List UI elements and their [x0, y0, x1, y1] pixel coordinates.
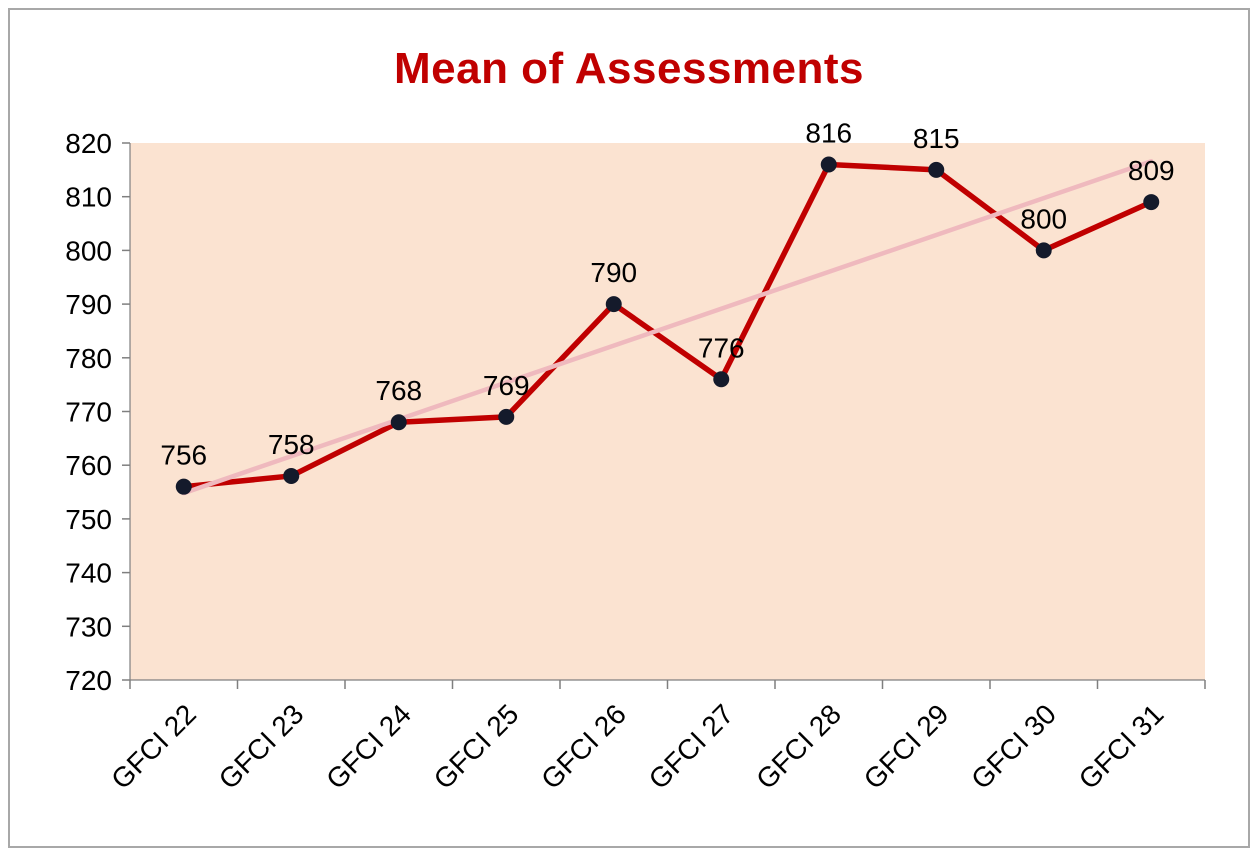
y-axis-tick-label: 720 — [65, 665, 112, 696]
y-axis-tick-label: 810 — [65, 182, 112, 213]
data-point-marker — [820, 156, 837, 173]
data-point-marker — [283, 467, 300, 484]
y-axis-tick-label: 760 — [65, 450, 112, 481]
trendline — [181, 159, 1154, 496]
data-label: 768 — [375, 375, 422, 406]
data-point-marker — [390, 414, 407, 431]
x-axis-category-label: GFCI 25 — [428, 698, 525, 795]
x-axis-category-label: GFCI 29 — [858, 698, 955, 795]
data-label: 809 — [1128, 155, 1175, 186]
y-axis-tick-label: 820 — [65, 128, 112, 159]
data-point-marker — [175, 478, 192, 495]
x-axis-category-label: GFCI 23 — [213, 698, 310, 795]
series-line — [181, 161, 1154, 490]
x-axis-category-label: GFCI 27 — [643, 698, 740, 795]
plot-area — [130, 143, 1205, 680]
y-axis-tick-label: 730 — [65, 611, 112, 642]
data-label: 769 — [483, 370, 530, 401]
y-axis-tick-label: 790 — [65, 289, 112, 320]
y-axis-tick-label: 740 — [65, 558, 112, 589]
data-label: 756 — [160, 440, 207, 471]
y-axis-tick-label: 780 — [65, 343, 112, 374]
data-label: 800 — [1020, 203, 1067, 234]
data-label: 776 — [698, 332, 745, 363]
x-axis-category-label: GFCI 31 — [1073, 698, 1170, 795]
x-axis-category-label: GFCI 24 — [320, 698, 417, 795]
y-axis-tick-label: 750 — [65, 504, 112, 535]
data-point-marker — [1035, 242, 1052, 259]
data-point-marker — [605, 296, 622, 313]
chart-title: Mean of Assessments — [393, 44, 865, 93]
y-axis-tick-label: 770 — [65, 397, 112, 428]
data-label: 815 — [913, 123, 960, 154]
x-axis-category-label: GFCI 28 — [750, 698, 847, 795]
x-axis-category-label: GFCI 26 — [535, 698, 632, 795]
data-label: 758 — [268, 429, 315, 460]
x-axis-category-label: GFCI 30 — [965, 698, 1062, 795]
y-axis-tick-label: 800 — [65, 235, 112, 266]
x-axis-category-label: GFCI 22 — [105, 698, 202, 795]
data-point-marker — [928, 161, 945, 178]
data-point-marker — [1143, 194, 1160, 211]
data-label: 816 — [805, 117, 852, 148]
data-label: 790 — [590, 257, 637, 288]
data-point-marker — [713, 371, 730, 388]
data-point-marker — [498, 408, 515, 425]
